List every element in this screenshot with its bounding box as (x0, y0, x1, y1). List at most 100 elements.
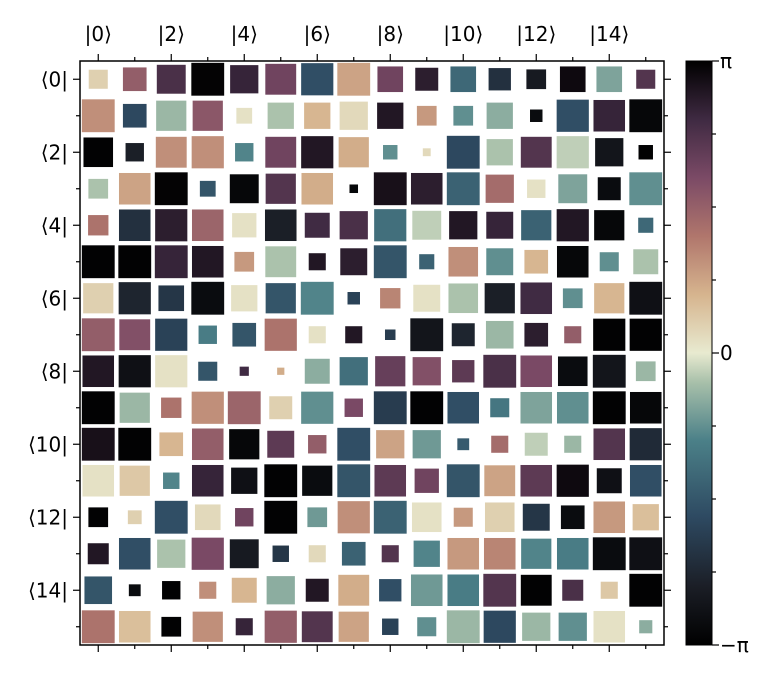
x-tick-label: |6⟩ (304, 22, 331, 46)
matrix-cell-10-13 (564, 435, 582, 453)
matrix-cell-14-5 (266, 576, 295, 605)
matrix-cell-1-1 (122, 103, 147, 128)
matrix-cell-6-2 (158, 285, 185, 312)
matrix-cell-1-3 (192, 100, 223, 131)
matrix-cell-11-10 (446, 464, 480, 498)
matrix-cell-14-6 (305, 578, 329, 602)
matrix-cell-2-8 (383, 145, 398, 160)
matrix-cell-13-5 (272, 545, 289, 562)
matrix-cell-14-12 (520, 574, 552, 606)
matrix-cell-11-12 (520, 464, 553, 497)
matrix-cell-3-13 (558, 174, 588, 204)
matrix-cell-14-7 (338, 574, 370, 606)
matrix-cell-1-8 (377, 102, 404, 129)
matrix-cell-9-6 (301, 391, 334, 424)
matrix-cell-12-6 (307, 507, 328, 528)
colorbar-label: π (720, 49, 732, 73)
matrix-cell-1-12 (530, 109, 543, 122)
matrix-cell-7-2 (155, 318, 188, 351)
matrix-cell-4-14 (594, 210, 625, 241)
matrix-cell-4-15 (638, 217, 654, 233)
matrix-cell-6-13 (562, 288, 583, 309)
matrix-cell-9-12 (520, 391, 553, 424)
matrix-cell-14-4 (231, 577, 257, 603)
matrix-cell-13-6 (308, 545, 326, 563)
matrix-cell-3-1 (118, 172, 151, 205)
matrix-cell-15-4 (235, 618, 253, 636)
x-tick-label: |12⟩ (516, 22, 556, 46)
matrix-cell-7-5 (264, 318, 297, 351)
y-tick-label: ⟨6| (41, 286, 68, 310)
matrix-cell-10-4 (229, 429, 260, 460)
matrix-cell-4-6 (304, 212, 330, 238)
matrix-cell-12-12 (522, 503, 550, 531)
matrix-cell-13-1 (118, 537, 151, 570)
plot-frame (79, 60, 665, 646)
matrix-cell-15-0 (81, 610, 115, 644)
matrix-cell-11-9 (414, 468, 439, 493)
matrix-cell-8-9 (412, 357, 441, 386)
matrix-cell-3-10 (446, 172, 480, 206)
matrix-cell-9-1 (119, 392, 150, 423)
y-tick-label: ⟨12| (28, 505, 68, 529)
matrix-cell-1-5 (267, 102, 294, 129)
matrix-cell-5-2 (154, 245, 188, 279)
matrix-cell-6-11 (484, 283, 515, 314)
matrix-cell-12-10 (453, 507, 473, 527)
matrix-cell-15-14 (593, 610, 626, 643)
matrix-cell-0-4 (230, 65, 259, 94)
matrix-cell-12-7 (337, 501, 370, 534)
matrix-cell-5-4 (234, 251, 255, 272)
matrix-cell-8-0 (82, 355, 115, 388)
matrix-cell-7-13 (564, 326, 582, 344)
matrix-cell-6-1 (118, 282, 151, 315)
matrix-cell-11-0 (82, 464, 115, 497)
matrix-cell-0-7 (337, 62, 371, 96)
matrix-cell-9-8 (373, 391, 407, 425)
matrix-cell-9-15 (629, 391, 662, 424)
matrix-cell-12-0 (88, 507, 109, 528)
matrix-cell-8-10 (452, 360, 475, 383)
matrix-cell-13-9 (413, 540, 440, 567)
matrix-cell-0-12 (526, 69, 547, 90)
matrix-cell-9-4 (227, 391, 261, 425)
matrix-cell-14-0 (84, 576, 113, 605)
matrix-cell-8-11 (483, 354, 517, 388)
colorbar-label: 0 (720, 341, 733, 365)
matrix-cell-4-0 (88, 215, 109, 236)
matrix-cell-0-0 (88, 69, 108, 89)
matrix-cell-3-8 (373, 172, 407, 206)
matrix-cell-5-7 (340, 248, 368, 276)
matrix-cell-7-11 (485, 320, 514, 349)
matrix-cell-10-0 (81, 427, 115, 461)
matrix-cell-10-12 (524, 432, 548, 456)
matrix-cell-5-1 (118, 245, 152, 279)
matrix-cell-6-10 (448, 283, 479, 314)
matrix-cell-3-3 (199, 180, 216, 197)
x-tick-label: |2⟩ (158, 22, 185, 46)
matrix-cell-2-2 (155, 136, 187, 168)
matrix-cell-15-3 (192, 611, 223, 642)
matrix-cell-4-7 (339, 211, 368, 240)
matrix-cell-7-7 (345, 326, 363, 344)
matrix-cell-7-6 (308, 326, 326, 344)
matrix-cell-14-13 (562, 579, 584, 601)
x-tick-label: |4⟩ (231, 22, 258, 46)
matrix-cell-10-9 (412, 430, 441, 459)
matrix-cell-10-10 (457, 438, 470, 451)
matrix-cell-13-12 (521, 538, 552, 569)
matrix-cell-7-4 (232, 322, 257, 347)
y-axis-ticks: ⟨0| ⟨2| ⟨4| ⟨6| ⟨8| ⟨10| ⟨12| ⟨14| (28, 67, 671, 628)
matrix-cell-7-14 (593, 318, 626, 351)
matrix-cell-3-6 (301, 172, 334, 205)
matrix-cell-11-15 (629, 464, 662, 497)
matrix-cells (81, 62, 663, 644)
y-tick-label: ⟨8| (41, 359, 68, 383)
matrix-cell-3-2 (154, 172, 188, 206)
matrix-cell-11-7 (337, 464, 371, 498)
matrix-cell-0-8 (377, 66, 404, 93)
matrix-cell-12-9 (411, 502, 442, 533)
matrix-cell-7-12 (524, 322, 549, 347)
matrix-cell-15-10 (446, 610, 480, 644)
y-tick-label: ⟨14| (28, 578, 68, 602)
